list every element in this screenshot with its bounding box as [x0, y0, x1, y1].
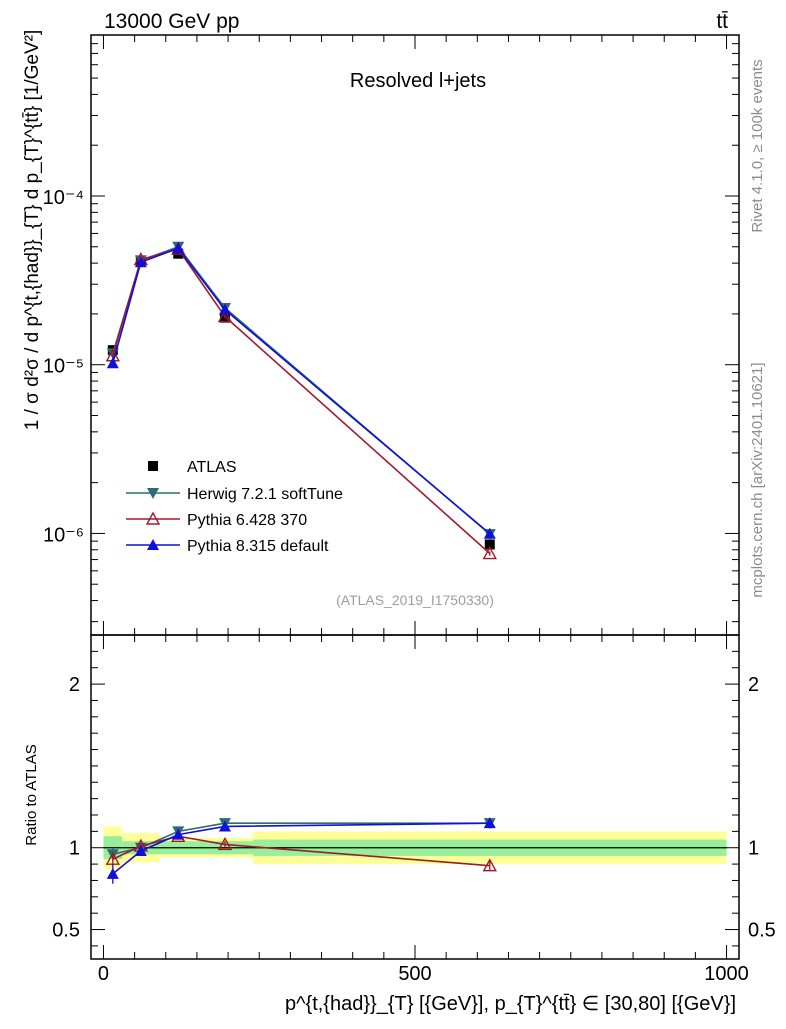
ratio-y-tick-label-left: 1	[69, 838, 80, 860]
main-data-point	[218, 303, 231, 315]
legend-label: ATLAS	[187, 459, 237, 476]
legend-marker	[148, 461, 158, 471]
main-data-point	[482, 546, 497, 560]
process-label: tt̄	[716, 10, 728, 33]
x-axis-label: p^{t,{had}}_{T} [{GeV}], p_{T}^{tt̄} ∈ […	[285, 993, 736, 1015]
legend-marker	[147, 488, 159, 499]
collision-label: 13000 GeV pp	[104, 10, 239, 33]
x-tick-label: 0	[98, 963, 109, 985]
main-data-point	[134, 256, 147, 268]
ratio-data-point	[134, 845, 147, 856]
ratio-series-2	[106, 817, 496, 884]
analysis-id-label: (ATLAS_2019_I1750330)	[336, 592, 494, 608]
ratio-y-tick-label-left: 0.5	[52, 920, 80, 942]
legend: ATLAS Herwig 7.2.1 softTune Pythia 6.428 3…	[126, 459, 343, 555]
main-panel: 10⁻⁶ 10⁻⁵ 10⁻⁴ Resolved l+jets (ATLAS_2019…	[22, 30, 740, 636]
legend-label: Pythia 6.428 370	[187, 512, 307, 529]
ratio-y-tick-label-right: 0.5	[748, 920, 776, 942]
main-y-tick-label: 10⁻⁶	[43, 524, 84, 546]
main-title: Resolved l+jets	[350, 70, 486, 92]
ratio-data-point	[482, 858, 497, 872]
ratio-data-point	[217, 836, 233, 851]
main-ticks: 10⁻⁶ 10⁻⁵ 10⁻⁴	[43, 35, 739, 635]
ratio-y-tick-label-left: 2	[69, 674, 80, 696]
x-tick-label: 1000	[704, 963, 749, 985]
main-y-tick-label: 10⁻⁵	[43, 356, 84, 378]
main-data-layer	[105, 241, 497, 560]
ratio-panel: 0.5 0.5 1 1 2 2 0 500 1000 Ratio to ATLAS p^{t,{…	[23, 634, 776, 1015]
main-y-axis-label: 1 / σ d²σ / d p^{t,{had}}_{T} d p_{T}^{t…	[22, 30, 43, 430]
legend-label: Herwig 7.2.1 softTune	[187, 486, 343, 503]
main-data-point	[217, 309, 233, 323]
ratio-data-point	[106, 867, 119, 879]
main-data-point	[172, 242, 185, 254]
ratio-data-point	[218, 820, 231, 832]
ratio-y-tick-label-right: 1	[748, 838, 759, 860]
mcplots-label: mcplots.cern.ch [arXiv:2401.10621]	[749, 362, 766, 597]
x-tick-label: 500	[398, 963, 431, 985]
legend-marker	[145, 511, 161, 525]
main-series-3	[106, 242, 496, 539]
rivet-version-label: Rivet 4.1.0, ≥ 100k events	[749, 59, 766, 232]
ratio-y-axis-label: Ratio to ATLAS	[23, 744, 40, 845]
ratio-data-point	[172, 828, 185, 840]
main-y-tick-label: 10⁻⁴	[43, 187, 84, 209]
main-data-point	[106, 357, 119, 369]
ratio-data-point	[483, 817, 496, 829]
ratio-ticks: 0.5 0.5 1 1 2 2 0 500 1000	[52, 635, 776, 985]
legend-marker	[147, 539, 159, 550]
ratio-y-tick-label-right: 2	[748, 674, 759, 696]
ratio-frame	[90, 634, 740, 960]
main-series-0	[107, 248, 495, 550]
main-data-point	[484, 539, 495, 550]
main-series-line	[112, 248, 491, 555]
legend-label: Pythia 8.315 default	[187, 538, 329, 555]
main-data-point	[483, 527, 496, 539]
ratio-data-layer	[103, 817, 727, 884]
